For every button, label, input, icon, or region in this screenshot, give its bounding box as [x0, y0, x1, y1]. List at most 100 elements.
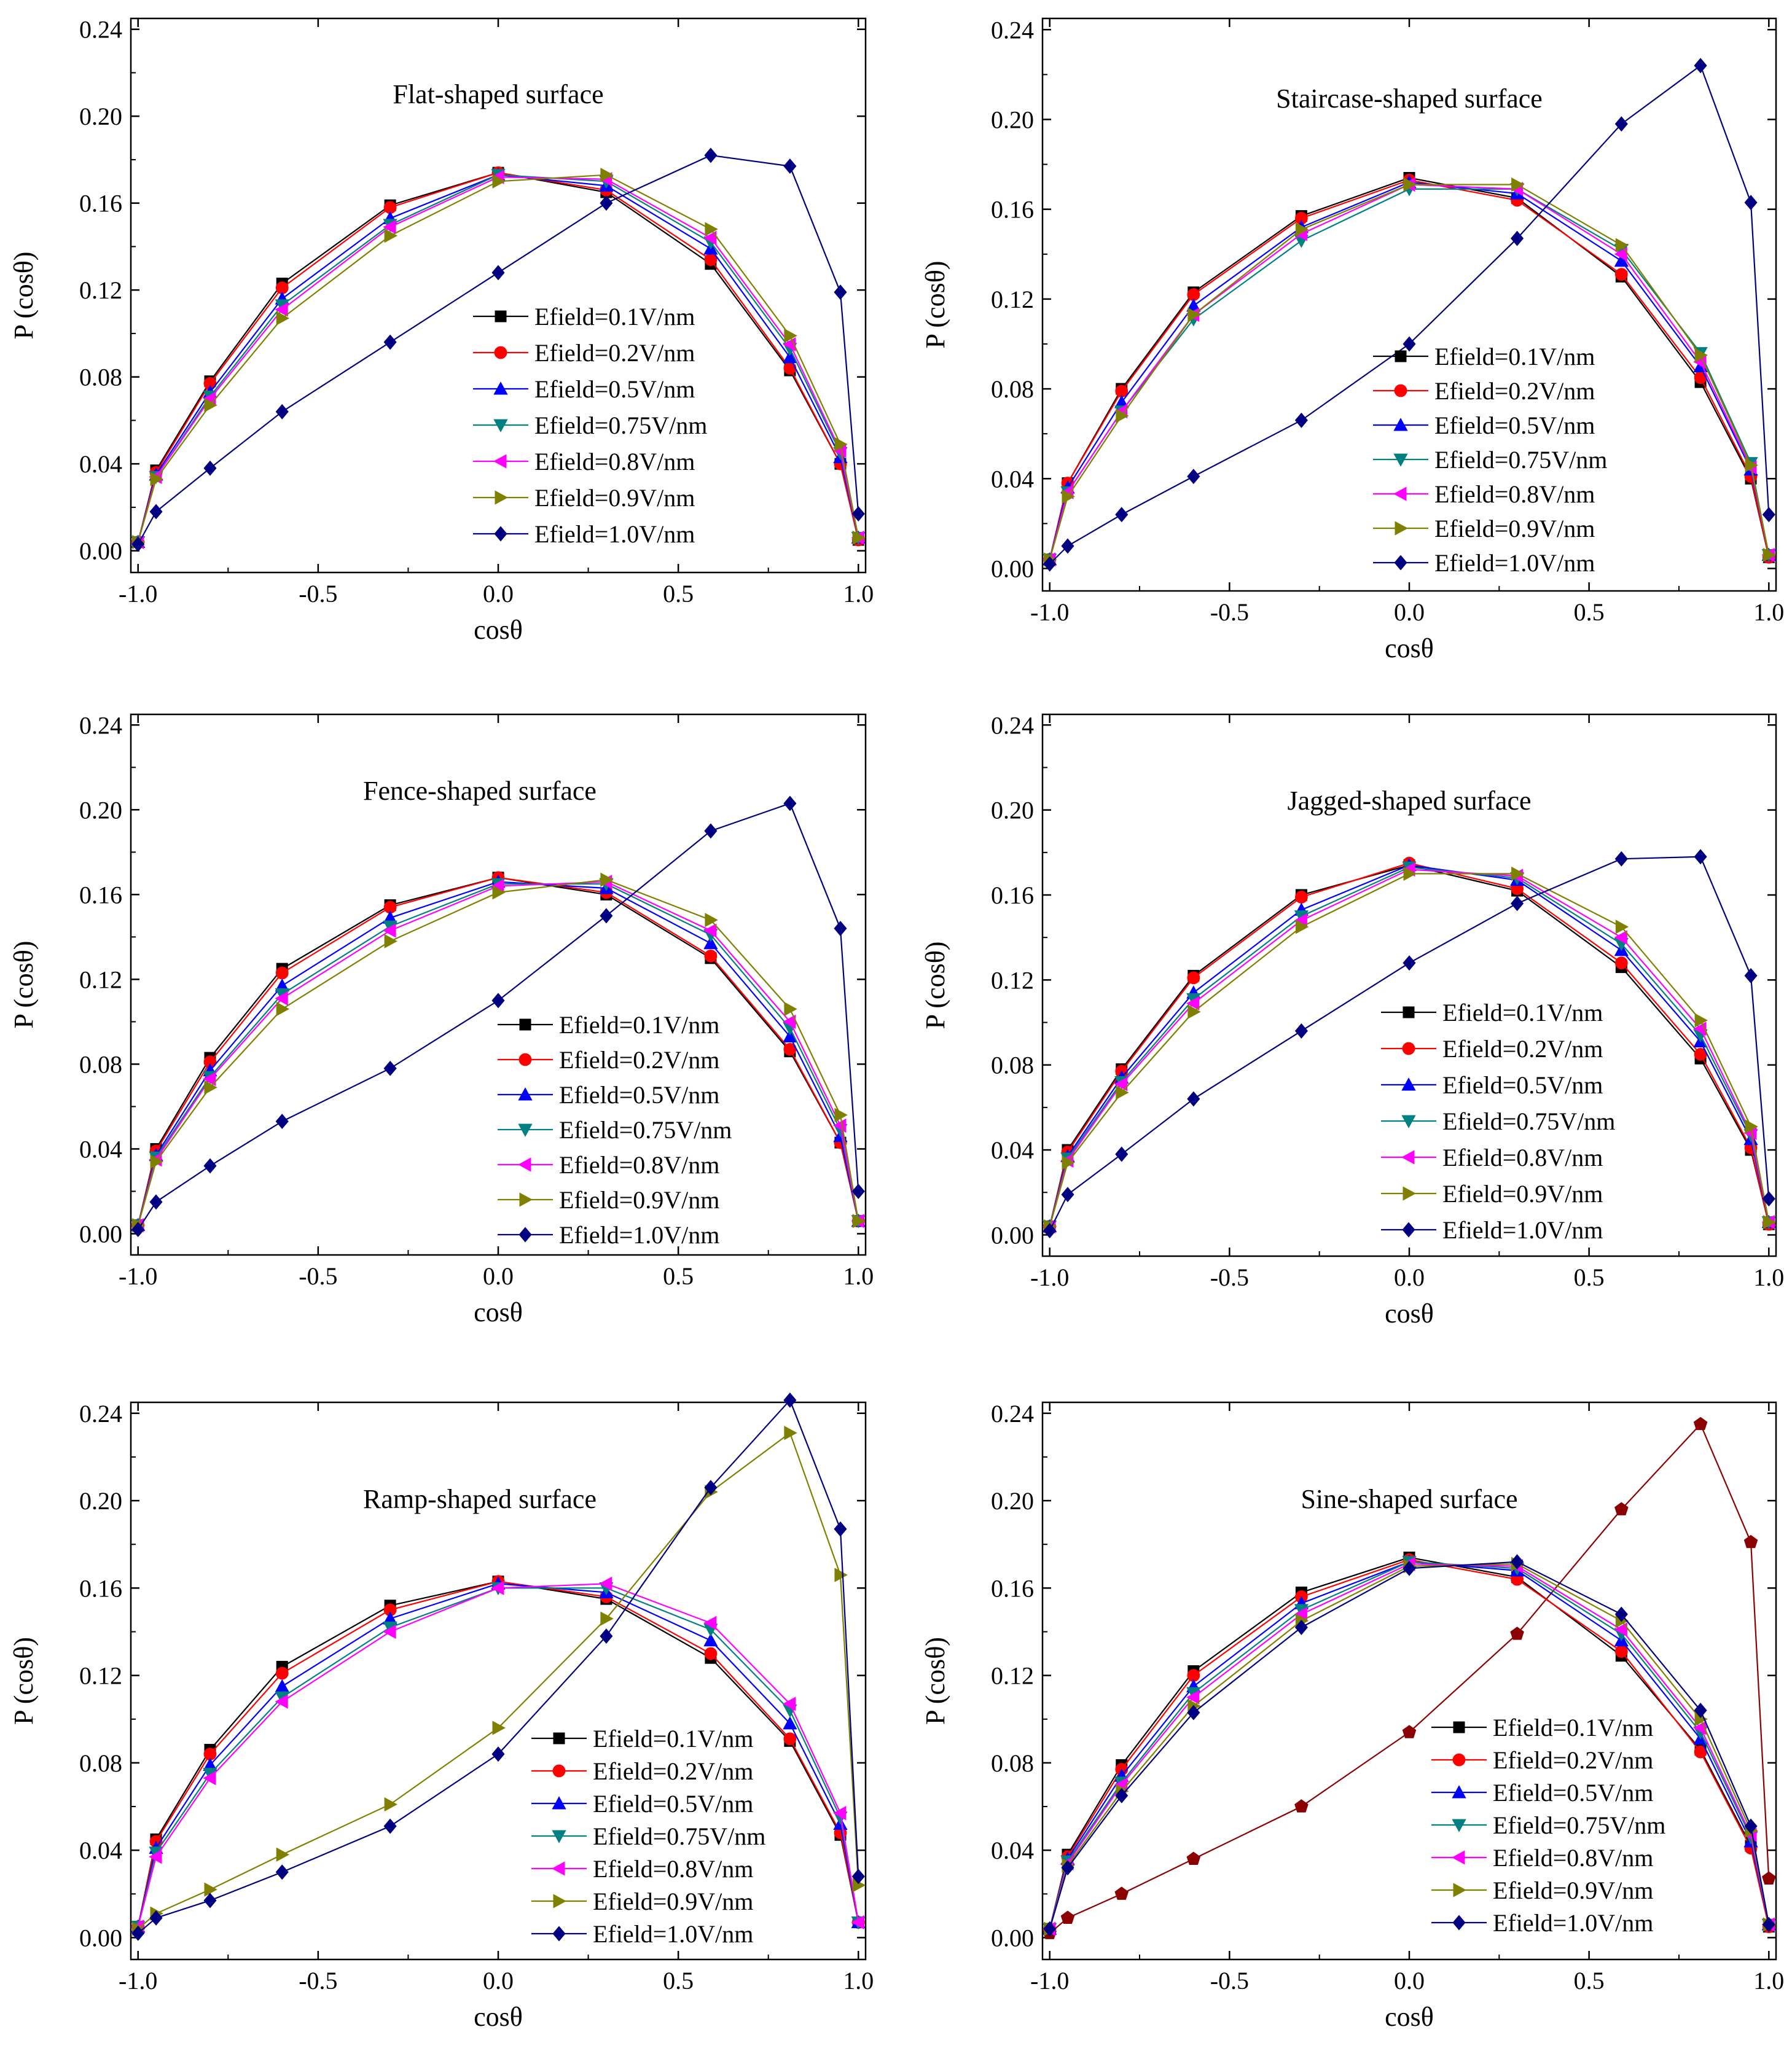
data-point	[275, 404, 289, 420]
legend-marker	[1453, 1721, 1465, 1733]
x-tick-label: -0.5	[1210, 598, 1249, 626]
legend-item: Efield=1.0V/nm	[1431, 1909, 1653, 1937]
data-point	[203, 460, 217, 476]
data-point	[1614, 930, 1627, 945]
y-tick-label: 0.04	[991, 1837, 1034, 1864]
y-tick-label: 0.04	[79, 450, 122, 478]
legend-item: Efield=0.8V/nm	[498, 1151, 719, 1179]
data-point	[1511, 177, 1525, 192]
data-point	[150, 1154, 163, 1169]
legend-item: Efield=0.5V/nm	[1381, 1071, 1603, 1099]
data-point	[1116, 1085, 1129, 1100]
data-point	[383, 334, 397, 350]
series-4	[131, 878, 866, 1233]
x-tick-label: 1.0	[843, 1262, 874, 1290]
legend-label: Efield=0.8V/nm	[1442, 1144, 1603, 1171]
y-tick-label: 0.08	[79, 1749, 122, 1777]
data-point	[1744, 1818, 1758, 1834]
legend-marker	[494, 526, 507, 542]
legend-label: Efield=1.0V/nm	[1434, 549, 1595, 577]
legend: Efield=0.1V/nm Efield=0.2V/nm Efield=0.5V/…	[498, 1011, 732, 1249]
legend-item: Efield=0.1V/nm	[1373, 343, 1595, 370]
legend-label: Efield=0.75V/nm	[593, 1822, 765, 1850]
chart-title: Ramp-shaped surface	[363, 1484, 597, 1514]
data-point	[600, 1611, 614, 1626]
data-point	[1294, 412, 1308, 428]
legend-item: Efield=0.5V/nm	[498, 1081, 719, 1109]
y-tick-label: 0.20	[991, 106, 1034, 133]
y-axis-label: P (cosθ)	[9, 1637, 39, 1725]
legend-label: Efield=1.0V/nm	[559, 1221, 719, 1249]
data-point	[1061, 538, 1074, 554]
data-point	[851, 1915, 864, 1930]
legend-label: Efield=0.75V/nm	[1493, 1811, 1665, 1839]
data-point	[784, 1426, 797, 1440]
y-tick-label: 0.20	[991, 1487, 1034, 1515]
legend-label: Efield=0.75V/nm	[1434, 446, 1607, 474]
chart-title: Staircase-shaped surface	[1276, 84, 1543, 114]
legend-marker	[493, 381, 508, 395]
legend-marker	[1395, 521, 1408, 536]
data-point	[1186, 1851, 1201, 1865]
series-3-line	[1049, 181, 1770, 560]
y-tick-label: 0.24	[79, 1400, 122, 1428]
series-1-line	[1049, 1557, 1770, 1929]
data-point	[833, 1806, 847, 1821]
data-point	[834, 437, 848, 451]
x-tick-label: 0.5	[663, 1967, 694, 1994]
legend-marker	[493, 454, 507, 469]
legend-item: Efield=1.0V/nm	[531, 1920, 753, 1948]
legend-marker	[495, 490, 508, 505]
data-point	[383, 1818, 397, 1834]
y-tick-label: 0.08	[991, 375, 1034, 403]
legend-label: Efield=0.1V/nm	[559, 1011, 719, 1039]
series-7	[1043, 849, 1775, 1238]
legend-item: Efield=0.5V/nm	[531, 1790, 753, 1818]
y-tick-label: 0.04	[991, 1136, 1034, 1164]
x-tick-label: 1.0	[1753, 1264, 1784, 1291]
chart-title: Jagged-shaped surface	[1287, 786, 1531, 816]
y-tick-label: 0.24	[991, 1400, 1034, 1428]
y-tick-label: 0.16	[79, 190, 122, 217]
data-point	[834, 1568, 848, 1582]
legend-marker	[1401, 1115, 1416, 1128]
data-point	[1295, 920, 1309, 934]
x-axis-label: cosθ	[1385, 2002, 1434, 2032]
legend-item: Efield=0.75V/nm	[1431, 1811, 1665, 1839]
legend-label: Efield=0.8V/nm	[534, 448, 695, 475]
data-point	[383, 1060, 397, 1076]
data-point	[1511, 230, 1524, 246]
legend-label: Efield=0.1V/nm	[1434, 343, 1595, 370]
data-point	[1402, 1725, 1417, 1738]
data-point	[851, 1183, 865, 1199]
y-tick-label: 0.20	[79, 1487, 122, 1515]
data-point	[203, 1893, 217, 1908]
data-point	[491, 265, 505, 281]
legend-item: Efield=0.1V/nm	[1381, 999, 1603, 1026]
legend-item: Efield=1.0V/nm	[473, 520, 695, 548]
data-point	[1762, 1916, 1775, 1932]
data-point	[851, 506, 865, 522]
series-6-line	[137, 879, 859, 1225]
legend-marker	[493, 419, 508, 432]
data-point	[1043, 1921, 1057, 1937]
legend-item: Efield=0.9V/nm	[1381, 1180, 1603, 1208]
legend-marker	[1401, 1077, 1416, 1091]
data-point	[783, 1716, 797, 1730]
data-point	[1694, 348, 1708, 362]
data-point	[1614, 253, 1629, 267]
series-2-line	[1049, 1558, 1770, 1929]
data-point	[1694, 1013, 1708, 1028]
data-point	[704, 1480, 718, 1496]
series-4-line	[1049, 188, 1770, 560]
legend-item: Efield=0.2V/nm	[1431, 1746, 1653, 1774]
legend-marker	[552, 1861, 565, 1876]
y-tick-label: 0.04	[79, 1837, 122, 1864]
data-point	[1295, 222, 1309, 237]
data-point	[1744, 195, 1758, 211]
data-point	[1615, 920, 1629, 934]
data-point	[1694, 58, 1707, 74]
data-point	[1614, 116, 1628, 132]
y-axis-label: P (cosθ)	[9, 252, 39, 340]
data-point	[783, 362, 797, 375]
